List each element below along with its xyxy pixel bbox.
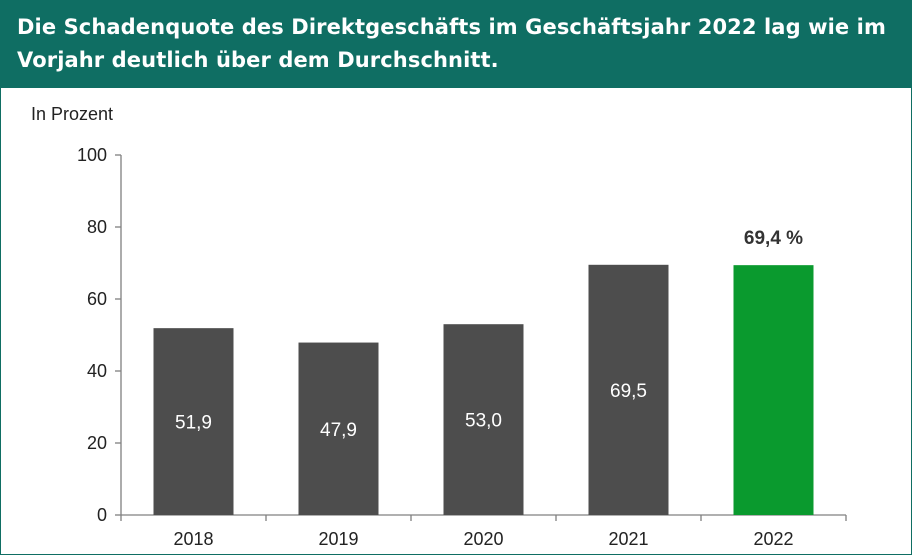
data-label-2021: 69,5 [610, 381, 647, 402]
y-tick-label: 60 [87, 289, 107, 309]
bar-2018 [153, 328, 234, 515]
bar-2021 [588, 264, 669, 515]
data-label-2020: 53,0 [465, 411, 502, 432]
title-banner: Die Schadenquote des Direktgeschäfts im … [1, 1, 911, 88]
chart-title: Die Schadenquote des Direktgeschäfts im … [17, 15, 886, 72]
x-tick-label-2019: 2019 [318, 529, 358, 549]
bar-2019 [298, 342, 379, 515]
y-tick-label: 80 [87, 217, 107, 237]
bar-2020 [443, 324, 524, 515]
data-label-2018: 51,9 [175, 413, 212, 434]
y-tick-label: 100 [77, 145, 107, 165]
y-tick-label: 40 [87, 361, 107, 381]
x-tick-label-2022: 2022 [753, 529, 793, 549]
y-tick-label: 0 [97, 505, 107, 525]
x-tick-label-2018: 2018 [173, 529, 213, 549]
x-tick-label-2020: 2020 [463, 529, 503, 549]
data-label-2019: 47,9 [320, 420, 357, 441]
x-tick-label-2021: 2021 [608, 529, 648, 549]
y-tick-label: 20 [87, 433, 107, 453]
data-label-2022: 69,4 % [744, 228, 803, 249]
bar-2022 [733, 265, 814, 515]
y-axis-unit-label: In Prozent [31, 104, 114, 124]
